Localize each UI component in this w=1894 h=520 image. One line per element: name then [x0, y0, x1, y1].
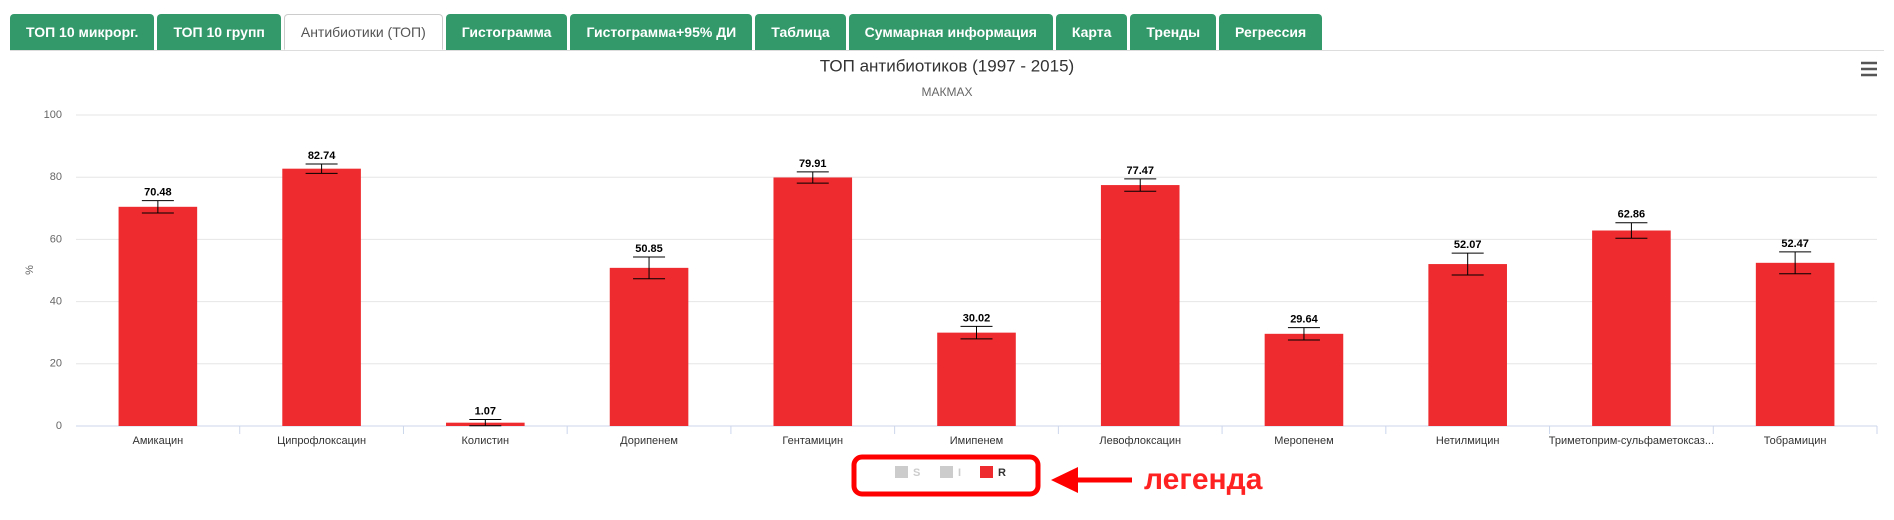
x-tick-label: Тобрамицин — [1764, 435, 1827, 447]
data-label: 79.91 — [799, 158, 827, 170]
data-label: 50.85 — [635, 243, 663, 255]
data-label: 1.07 — [475, 405, 496, 417]
data-label: 62.86 — [1618, 209, 1646, 221]
x-tick-label: Гентамицин — [782, 435, 843, 447]
x-tick-label: Левофлоксацин — [1099, 435, 1181, 447]
data-label: 82.74 — [308, 150, 336, 162]
bar — [609, 267, 689, 426]
tab[interactable]: Карта — [1055, 14, 1128, 50]
tab[interactable]: Тренды — [1130, 14, 1217, 50]
legend-label: S — [913, 467, 920, 479]
data-label: 30.02 — [963, 312, 991, 324]
chart-subtitle: МАКМАХ — [922, 85, 973, 99]
tab[interactable]: Суммарная информация — [848, 14, 1053, 50]
data-label: 52.07 — [1454, 239, 1482, 251]
y-tick-label: 40 — [50, 296, 62, 308]
legend-swatch[interactable] — [895, 466, 908, 478]
tab[interactable]: Гистограмма+95% ДИ — [570, 14, 753, 50]
legend-label: R — [998, 467, 1006, 479]
x-tick-label: Дорипенем — [620, 435, 678, 447]
chart-title: ТОП антибиотиков (1997 - 2015) — [820, 56, 1074, 75]
tab-bar: ТОП 10 микрорг. ТОП 10 групп Антибиотики (… — [10, 14, 1884, 51]
bar — [773, 177, 853, 426]
x-tick-label: Колистин — [462, 435, 510, 447]
tab[interactable]: Гистограмма — [445, 14, 568, 50]
data-label: 52.47 — [1781, 238, 1809, 250]
x-tick-label: Меропенем — [1274, 435, 1333, 447]
bar — [1100, 185, 1180, 426]
y-tick-label: 100 — [44, 109, 62, 121]
legend-swatch[interactable] — [940, 466, 953, 478]
annotation-box — [851, 454, 1041, 497]
bar — [1592, 230, 1671, 426]
bar — [1264, 333, 1344, 426]
x-tick-label: Триметоприм-сульфаметоксаз... — [1549, 435, 1714, 447]
tab[interactable]: Регрессия — [1219, 14, 1323, 50]
y-axis-label: % — [24, 265, 36, 275]
tab[interactable]: Таблица — [755, 14, 846, 50]
bar — [937, 332, 1016, 426]
x-tick-label: Нетилмицин — [1436, 435, 1500, 447]
y-tick-label: 60 — [50, 233, 62, 245]
tab[interactable]: ТОП 10 групп — [157, 14, 281, 50]
bar — [1428, 264, 1507, 426]
tab[interactable]: Антибиотики (ТОП) — [283, 14, 443, 50]
bar — [1755, 262, 1835, 426]
menu-button[interactable] — [1861, 61, 1877, 77]
annotation: легенда — [1144, 463, 1263, 496]
data-label: 77.47 — [1126, 165, 1154, 177]
x-tick-label: Амикацин — [132, 435, 183, 447]
legend-swatch[interactable] — [980, 466, 993, 478]
legend-label: I — [958, 467, 961, 479]
data-label: 70.48 — [144, 186, 172, 198]
y-tick-label: 20 — [50, 358, 62, 370]
annotation-arrowhead — [1051, 467, 1078, 493]
y-tick-label: 80 — [50, 171, 62, 183]
x-tick-label: Имипенем — [950, 435, 1003, 447]
bar — [118, 206, 198, 426]
y-tick-label: 0 — [56, 420, 62, 432]
data-label: 29.64 — [1290, 314, 1318, 326]
tab[interactable]: ТОП 10 микрорг. — [10, 14, 155, 50]
bar — [282, 168, 361, 427]
x-tick-label: Ципрофлоксацин — [277, 435, 366, 447]
